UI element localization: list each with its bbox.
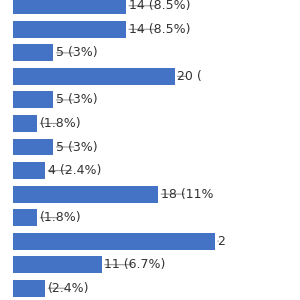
- Text: 14 (8.5%): 14 (8.5%): [128, 23, 190, 36]
- Text: 14 (8.5%): 14 (8.5%): [128, 0, 190, 12]
- Text: (1.8%): (1.8%): [40, 211, 81, 224]
- Text: 20 (: 20 (: [177, 70, 202, 83]
- Text: (1.8%): (1.8%): [40, 117, 81, 130]
- Text: 5 (3%): 5 (3%): [56, 93, 98, 106]
- Text: 11 (6.7%): 11 (6.7%): [104, 258, 166, 271]
- Bar: [13, 256, 102, 273]
- Bar: [13, 280, 45, 297]
- Bar: [13, 233, 215, 250]
- Bar: [13, 68, 175, 85]
- Text: 18 (11%: 18 (11%: [161, 188, 213, 201]
- Bar: [13, 139, 53, 155]
- Bar: [13, 162, 45, 179]
- Text: 5 (3%): 5 (3%): [56, 140, 98, 154]
- Text: 4 (2.4%): 4 (2.4%): [48, 164, 101, 177]
- Bar: [13, 92, 53, 108]
- Bar: [13, 186, 158, 202]
- Text: 2: 2: [217, 235, 225, 248]
- Bar: [13, 115, 37, 132]
- Bar: [13, 21, 126, 38]
- Bar: [13, 209, 37, 226]
- Bar: [13, 44, 53, 61]
- Text: 5 (3%): 5 (3%): [56, 46, 98, 59]
- Bar: [13, 0, 126, 14]
- Text: (2.4%): (2.4%): [48, 282, 89, 295]
